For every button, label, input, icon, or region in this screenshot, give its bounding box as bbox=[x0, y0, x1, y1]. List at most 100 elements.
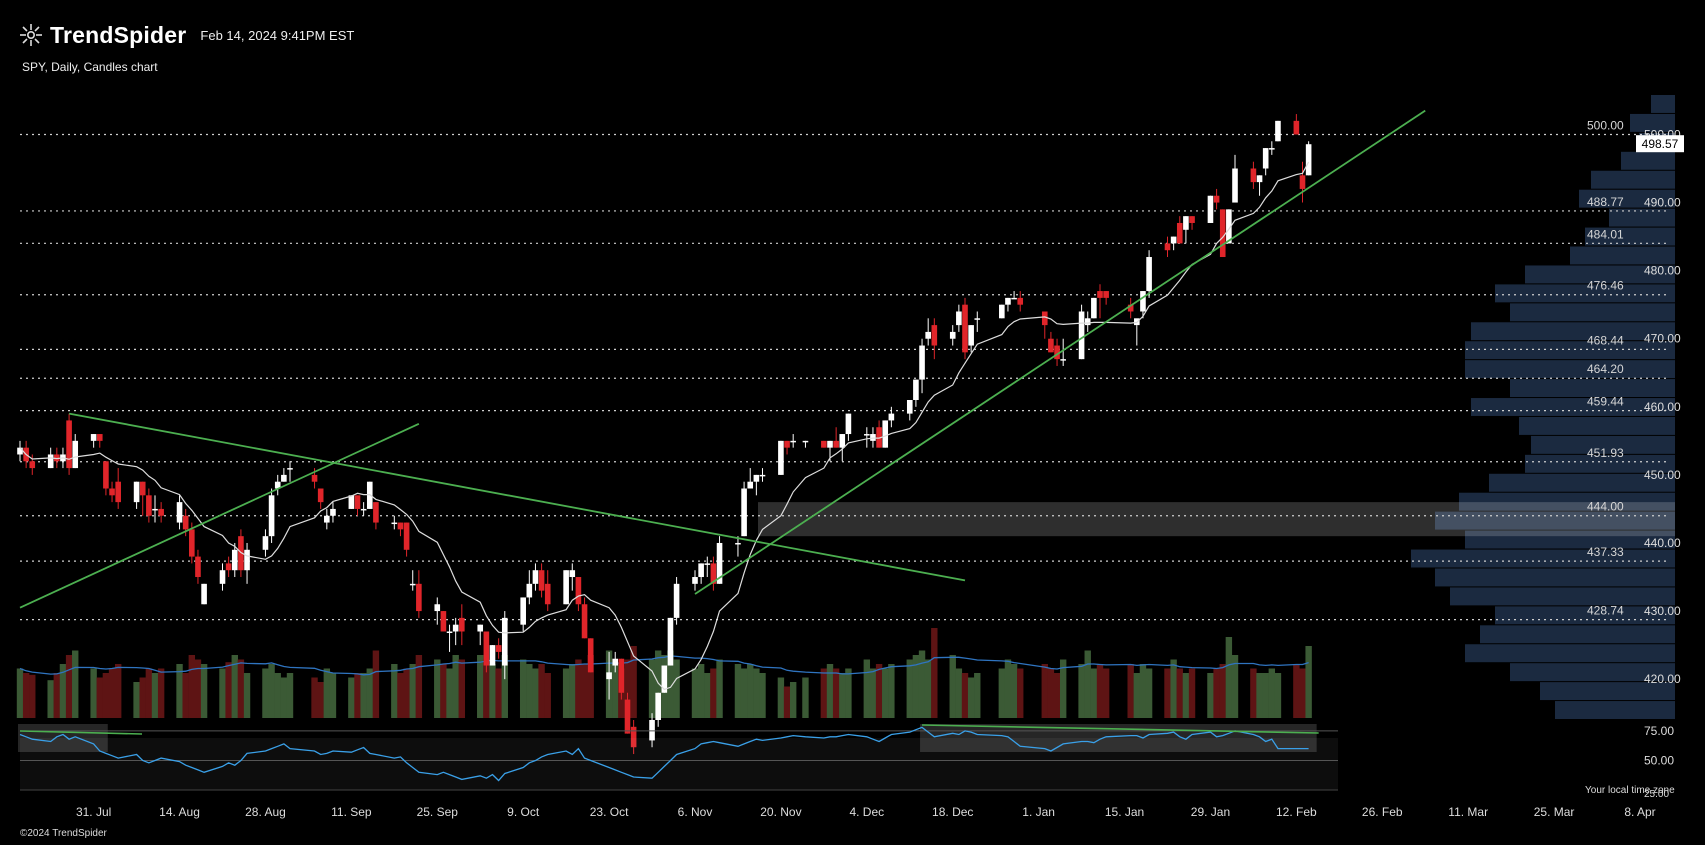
x-axis-tick-label: 6. Nov bbox=[678, 805, 713, 819]
volume-profile-bar bbox=[1585, 227, 1675, 246]
chart-subtitle: SPY, Daily, Candles chart bbox=[22, 60, 158, 74]
candle-body bbox=[330, 508, 336, 516]
volume-bar bbox=[1010, 664, 1018, 718]
volume-bar bbox=[998, 668, 1006, 718]
candle-body bbox=[1127, 304, 1134, 312]
volume-profile-bar bbox=[1465, 360, 1675, 379]
volume-bar bbox=[1096, 664, 1104, 718]
volume-bar bbox=[108, 668, 116, 718]
trendline bbox=[694, 109, 1426, 595]
candle-body bbox=[109, 488, 115, 496]
candle-body bbox=[452, 624, 459, 632]
volume-bar bbox=[697, 664, 705, 718]
candle-body bbox=[612, 658, 619, 666]
candle-body bbox=[1097, 291, 1103, 298]
x-axis-tick-label: 11. Mar bbox=[1448, 805, 1488, 819]
volume-profile-bar bbox=[1579, 189, 1675, 208]
volume-profile-bar bbox=[1495, 284, 1675, 303]
candle-body bbox=[287, 468, 293, 470]
x-axis-tick-label: 25. Mar bbox=[1534, 805, 1575, 819]
candle-body bbox=[1232, 168, 1238, 203]
candle-body bbox=[1103, 291, 1109, 298]
volume-bar bbox=[1207, 673, 1214, 718]
volume-profile-bar bbox=[1555, 701, 1675, 719]
x-axis-tick-label: 1. Jan bbox=[1022, 805, 1055, 819]
candle-body bbox=[311, 474, 318, 482]
volume-bar bbox=[955, 668, 963, 718]
horizontal-levels: 500.00 488.77 484.01 476.46 468.44 464.20 459.… bbox=[20, 118, 1670, 621]
candle-body bbox=[949, 331, 956, 339]
volume-profile bbox=[1411, 95, 1675, 719]
volume-bar bbox=[519, 659, 527, 718]
candle-body bbox=[587, 638, 594, 673]
volume-bar bbox=[501, 655, 508, 718]
x-axis-tick-label: 23. Oct bbox=[590, 805, 629, 819]
candle-body bbox=[581, 604, 588, 639]
candle-body bbox=[440, 611, 447, 632]
horizontal-level-label: 444.00 bbox=[1587, 500, 1624, 514]
candle-body bbox=[152, 508, 158, 511]
volume-bar bbox=[323, 668, 331, 718]
volume-bar bbox=[188, 655, 196, 718]
volume-bar bbox=[96, 677, 103, 718]
candle-body bbox=[741, 488, 747, 537]
candle-body bbox=[446, 631, 453, 633]
volume-bar bbox=[176, 664, 183, 718]
rsi-line bbox=[19, 726, 1309, 782]
brand-name: TrendSpider bbox=[50, 21, 187, 48]
candle-body bbox=[692, 577, 698, 584]
timezone-note: Your local time zone bbox=[1585, 785, 1675, 796]
volume-bar bbox=[1262, 673, 1269, 718]
volume-profile-bar bbox=[1519, 416, 1675, 435]
volume-profile-bar bbox=[1465, 530, 1675, 549]
volume-bar bbox=[495, 668, 502, 718]
candle-body bbox=[459, 617, 465, 632]
trendline bbox=[19, 423, 420, 609]
volume-bar bbox=[734, 664, 742, 718]
volume-profile-bar bbox=[1465, 341, 1675, 360]
volume-bar bbox=[747, 664, 754, 718]
volume-profile-bar bbox=[1609, 208, 1675, 227]
candle-body bbox=[354, 495, 361, 509]
volume-average-line bbox=[19, 655, 1309, 676]
volume-bar bbox=[200, 664, 208, 718]
candle-body bbox=[1048, 338, 1054, 353]
candle-body bbox=[434, 604, 441, 612]
volume-bar bbox=[526, 664, 533, 718]
moving-average-line bbox=[19, 161, 1310, 691]
volume-bar bbox=[231, 655, 238, 718]
volume-bar bbox=[366, 668, 373, 718]
candle-body bbox=[54, 454, 60, 462]
candle-body bbox=[544, 583, 551, 605]
volume-bar bbox=[753, 668, 760, 718]
x-axis-tick-label: 4. Dec bbox=[849, 805, 884, 819]
volume-bar bbox=[882, 668, 889, 718]
y-axis-tick-label: 440.00 bbox=[1644, 536, 1681, 550]
candle-body bbox=[195, 556, 201, 578]
candle-body bbox=[710, 563, 717, 584]
volume-bar bbox=[194, 659, 202, 718]
candle-body bbox=[133, 481, 140, 503]
candle-body bbox=[29, 461, 36, 469]
rsi-level-label: 25.00 bbox=[1644, 789, 1669, 800]
candle-body bbox=[1183, 216, 1189, 230]
candle-body bbox=[827, 440, 833, 448]
y-axis-tick-label: 480.00 bbox=[1644, 264, 1681, 278]
candle-body bbox=[176, 502, 183, 523]
candle-body bbox=[1017, 297, 1024, 305]
candle-body bbox=[403, 522, 410, 550]
volume-bar bbox=[409, 664, 416, 718]
candle-body bbox=[882, 420, 889, 448]
volume-bar bbox=[1102, 668, 1110, 718]
y-axis-tick-label: 470.00 bbox=[1644, 332, 1681, 346]
volume-bar bbox=[704, 673, 711, 718]
x-axis-tick-label: 26. Feb bbox=[1362, 805, 1403, 819]
rsi-band bbox=[20, 738, 1338, 790]
candle-body bbox=[1207, 195, 1214, 223]
rsi-trendline bbox=[19, 730, 143, 735]
header: TrendSpider Feb 14, 2024 9:41PM EST bbox=[18, 20, 354, 50]
volume-bar bbox=[489, 664, 496, 718]
candle-body bbox=[569, 570, 576, 578]
volume-bar bbox=[477, 655, 484, 718]
